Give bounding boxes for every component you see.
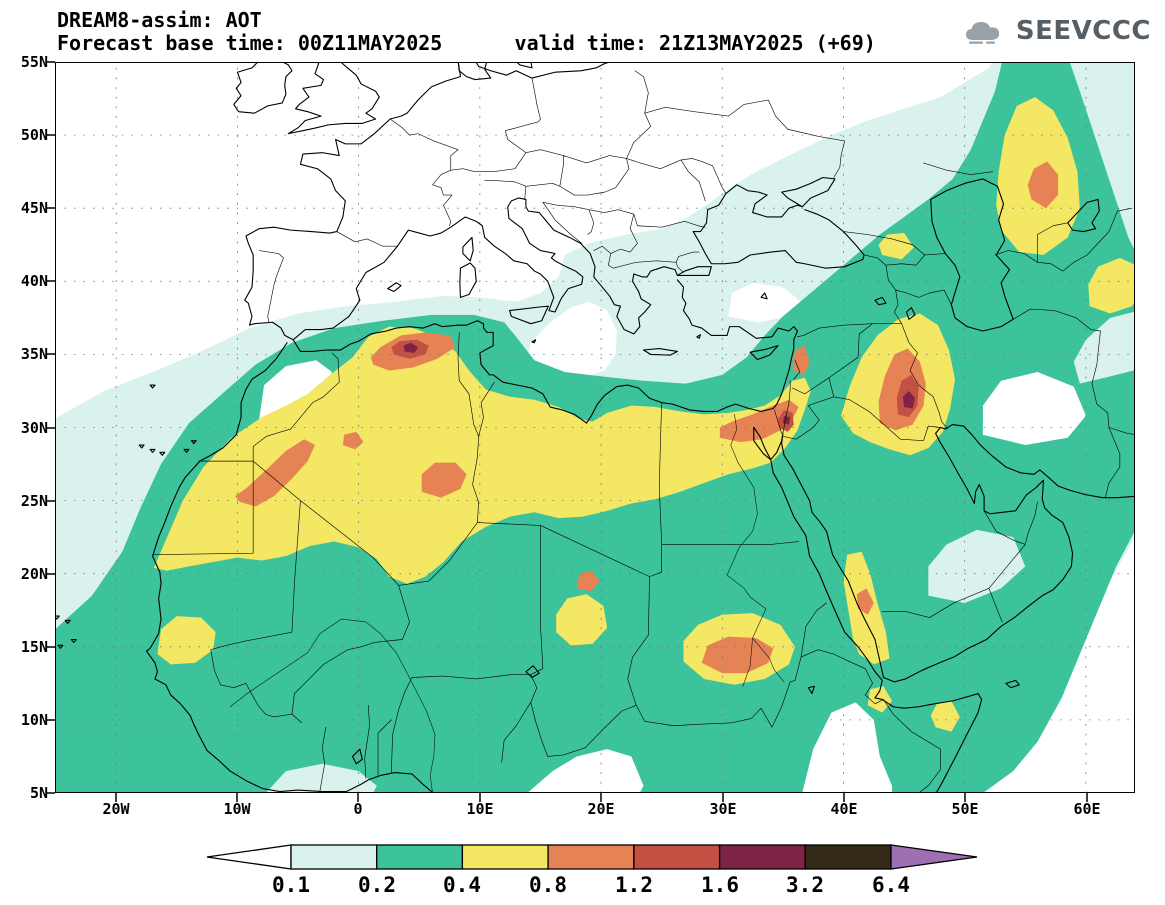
y-axis-label: 5N: [29, 784, 48, 802]
y-axis-label: 15N: [20, 638, 48, 656]
page-title: DREAM8-assim: AOT: [57, 8, 262, 32]
x-axis-label: 0: [353, 800, 363, 818]
country-borders: [153, 71, 1135, 793]
aot-cyan-pockets: [265, 311, 1135, 793]
colorbar-overflow-arrow: [890, 844, 978, 870]
map-canvas: [55, 62, 1135, 793]
forecast-time-subtitle: Forecast base time: 00Z11MAY2025 valid t…: [57, 31, 876, 55]
colorbar: [206, 844, 978, 870]
colorbar-segment: [376, 844, 464, 870]
y-axis-label: 40N: [20, 272, 48, 290]
colorbar-segment: [547, 844, 635, 870]
y-axis-label: 20N: [20, 565, 48, 583]
rivers: [230, 414, 784, 793]
x-axis-label: 10E: [466, 800, 494, 818]
colorbar-label: 3.2: [786, 873, 824, 897]
y-axis-label: 55N: [20, 53, 48, 71]
y-axis-label: 45N: [20, 199, 48, 217]
aot-clear-pockets: [259, 360, 1086, 793]
aot-below-0.1: [525, 282, 802, 378]
colorbar-segment: [290, 844, 378, 870]
y-axis-label: 30N: [20, 419, 48, 437]
coastlines: [55, 62, 1135, 793]
colorbar-label: 0.4: [443, 873, 481, 897]
aot-field: [55, 62, 1135, 793]
y-axis-label: 10N: [20, 711, 48, 729]
x-axis-label: 10W: [223, 800, 251, 818]
colorbar-segment: [718, 844, 806, 870]
colorbar-underflow-arrow: [206, 844, 292, 870]
colorbar-segment: [633, 844, 721, 870]
logo-text: SEEVCCC: [1015, 16, 1151, 46]
x-axis-label: 50E: [951, 800, 979, 818]
x-axis-label: 30E: [709, 800, 737, 818]
colorbar-label: 0.8: [529, 873, 567, 897]
y-axis-label: 25N: [20, 492, 48, 510]
colorbar-label: 0.2: [358, 873, 396, 897]
colorbar-label: 6.4: [872, 873, 910, 897]
x-axis-label: 20E: [587, 800, 615, 818]
colorbar-label: 1.2: [615, 873, 653, 897]
colorbar-label: 1.6: [701, 873, 739, 897]
colorbar-segment: [461, 844, 549, 870]
colorbar-label: 0.1: [272, 873, 310, 897]
x-axis-label: 40E: [830, 800, 858, 818]
x-axis-label: 20W: [102, 800, 130, 818]
y-axis-label: 35N: [20, 345, 48, 363]
cloud-icon: [965, 22, 999, 44]
seevccc-logo: SEEVCCC: [963, 16, 1151, 46]
x-axis-label: 60E: [1073, 800, 1101, 818]
colorbar-segment: [804, 844, 892, 870]
aot-level-1.6: [403, 342, 915, 425]
y-axis-label: 50N: [20, 126, 48, 144]
